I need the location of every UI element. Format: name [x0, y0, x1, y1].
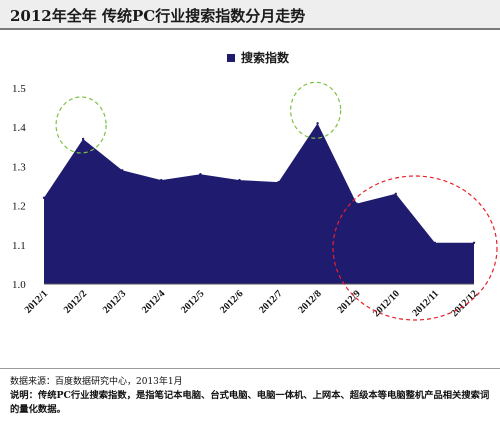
- highlight-decline: [332, 175, 498, 321]
- data-point: [472, 241, 476, 244]
- highlight-peak-feb: [55, 96, 107, 154]
- x-tick-label: 2012/4: [140, 288, 167, 315]
- y-tick-label: 1.0: [12, 279, 26, 291]
- note-text: 说明：传统PC行业搜索指数，是指笔记本电脑、台式电脑、电脑一体机、上网本、超级本…: [10, 390, 490, 415]
- x-tick-label: 2012/9: [335, 288, 362, 315]
- highlight-peak-aug: [290, 81, 342, 139]
- y-tick-label: 1.1: [12, 240, 26, 252]
- x-tick-label: 2012/11: [410, 288, 441, 319]
- data-point: [433, 241, 437, 244]
- x-axis: 2012/1 2012/2 2012/3 2012/4 2012/5 2012/6 2012…: [23, 283, 480, 319]
- footer-divider: [0, 368, 500, 369]
- x-tick-label: 2012/12: [449, 288, 480, 319]
- source-text: 数据来源：百度数据研究中心，2013年1月: [10, 377, 183, 387]
- y-tick-label: 1.2: [12, 201, 26, 213]
- legend-swatch: [227, 54, 235, 62]
- data-point: [81, 137, 85, 141]
- x-tick-label: 2012/8: [296, 288, 323, 315]
- legend-label: 搜索指数: [241, 50, 290, 65]
- y-tick-label: 1.5: [12, 83, 26, 95]
- series-area: [44, 123, 474, 284]
- legend: 搜索指数: [227, 50, 290, 65]
- x-tick-label: 2012/10: [371, 288, 402, 319]
- data-point: [316, 122, 319, 125]
- x-tick-label: 2012/3: [101, 288, 128, 315]
- data-point: [277, 180, 280, 184]
- data-point: [394, 192, 397, 195]
- x-tick-label: 2012/5: [179, 288, 206, 315]
- x-tick-label: 2012/2: [62, 288, 89, 315]
- x-tick-label: 2012/7: [257, 288, 284, 315]
- data-point: [355, 202, 358, 205]
- chart: 搜索指数 1.01.11.21.31.41.5 2012/1 2012/2 2012…: [12, 50, 498, 321]
- data-point: [238, 178, 241, 182]
- highlight-circles: [55, 81, 498, 321]
- y-tick-label: 1.3: [12, 161, 26, 173]
- y-tick-label: 1.4: [12, 122, 26, 134]
- data-point: [42, 196, 46, 199]
- data-point: [199, 173, 202, 176]
- title-bar: 2012年全年 传统PC行业搜索指数分月走势: [0, 0, 500, 30]
- data-point: [160, 178, 163, 182]
- y-axis: 1.0 1.1 1.2 1.3 1.4 1.5: [12, 83, 26, 291]
- x-tick-label: 2012/6: [218, 288, 245, 315]
- data-point: [121, 169, 124, 172]
- x-tick-label: 2012/1: [23, 288, 50, 315]
- chart-title: 2012年全年 传统PC行业搜索指数分月走势: [10, 7, 306, 25]
- plot-area: [42, 122, 476, 284]
